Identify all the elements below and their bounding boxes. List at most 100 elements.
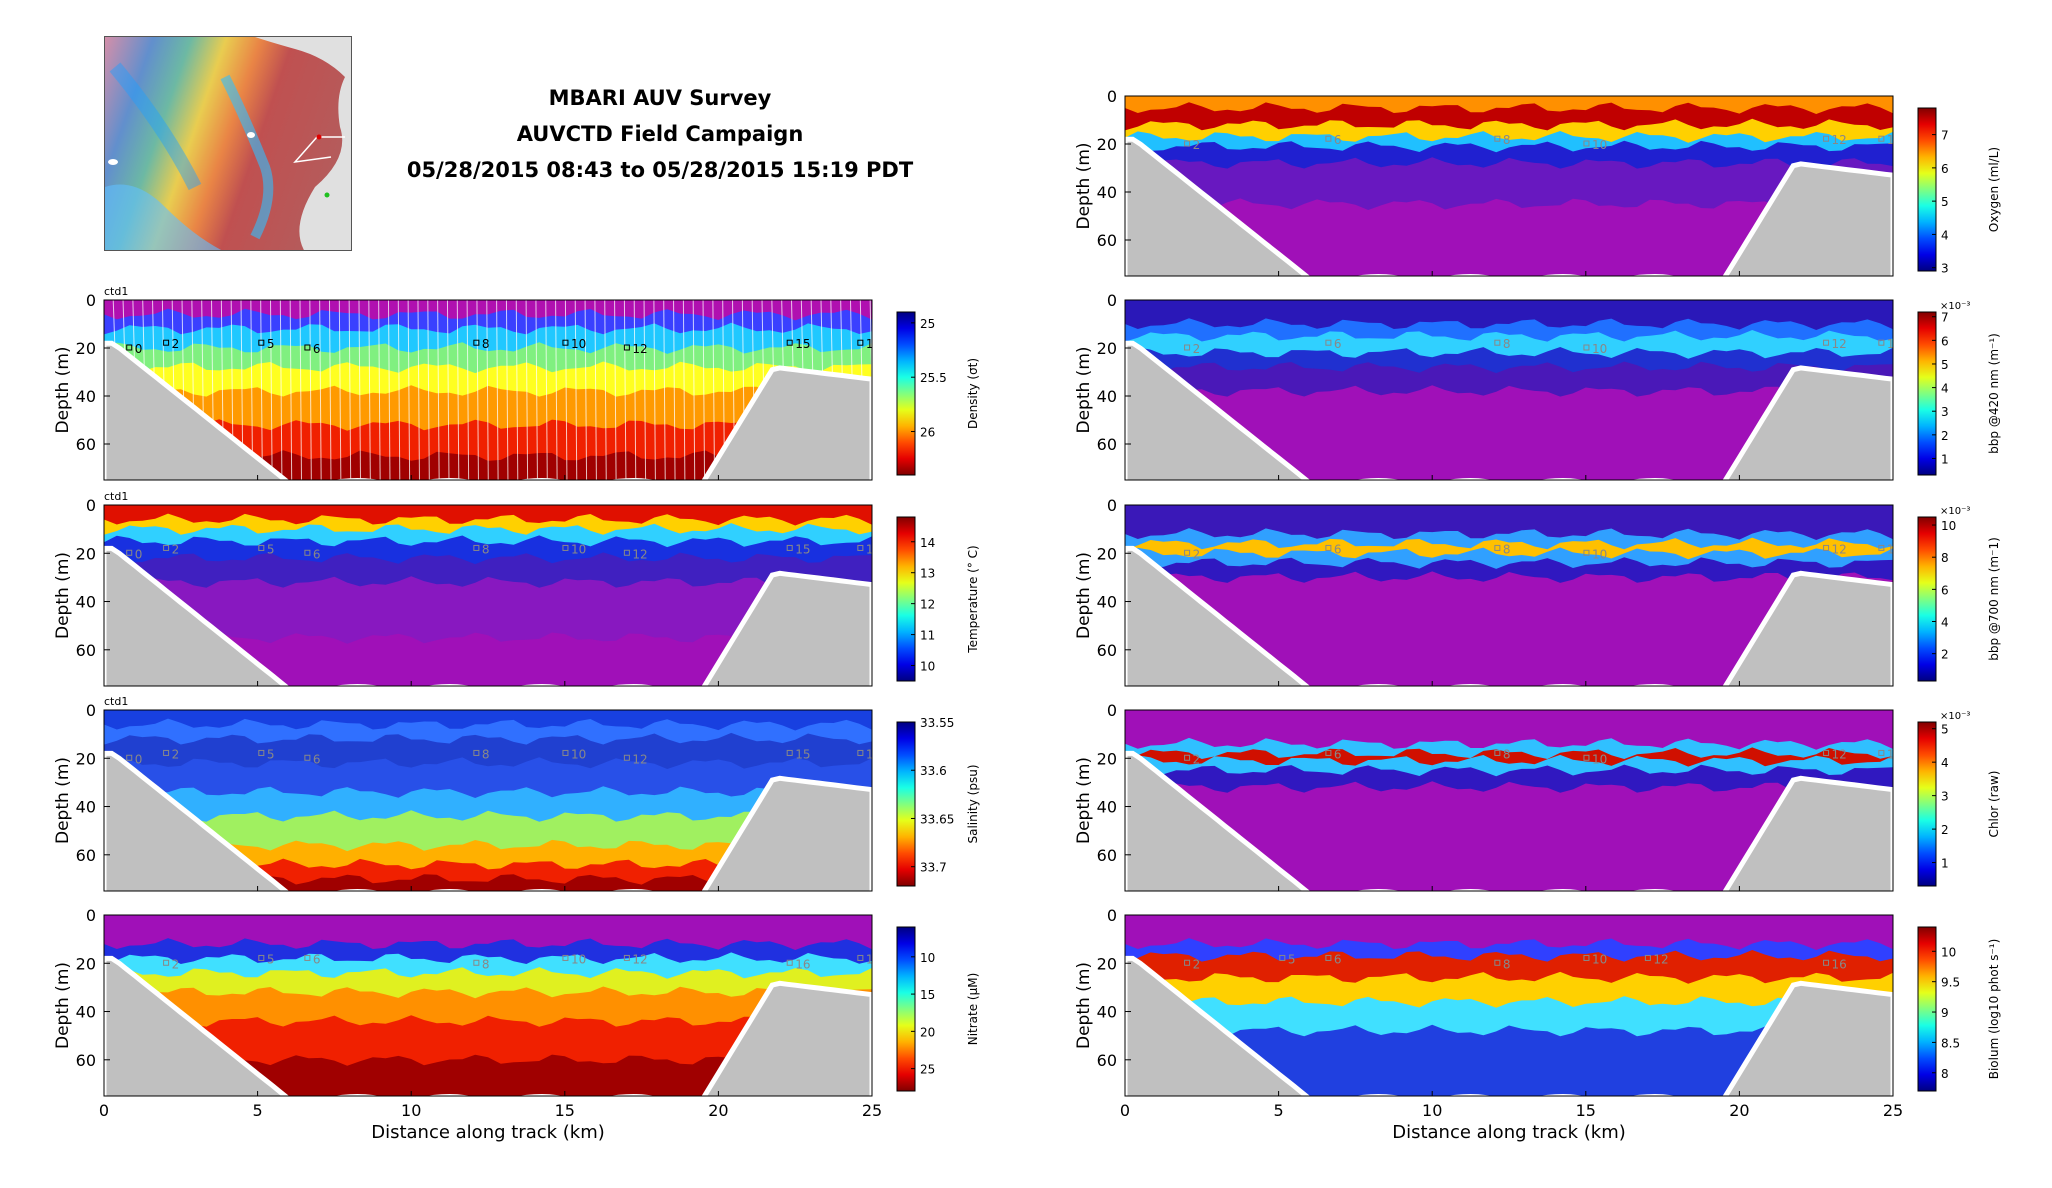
profile-marker (1583, 344, 1590, 351)
profile-track (289, 300, 293, 480)
section-field: 0 2 5 6 8 10 12 15 16 (104, 710, 872, 891)
ytick-label: 60 (1097, 846, 1117, 865)
ytick-label: 0 (1107, 496, 1117, 515)
colorbar-multiplier: ×10⁻³ (1940, 711, 1970, 722)
profile-marker (857, 339, 864, 346)
profile-marker-label: 8 (482, 957, 490, 971)
colorbar-tick-label: 8 (1941, 1067, 1949, 1081)
profile-track (132, 300, 135, 359)
bathymetry-map-icon (105, 37, 351, 250)
profile-marker (623, 954, 630, 961)
profile-track (112, 300, 116, 344)
ytick-label: 20 (1097, 749, 1117, 768)
profile-track (358, 300, 362, 480)
profile-marker-label: 2 (172, 542, 180, 556)
colorbar-tick-label: 25.5 (920, 371, 947, 385)
colorbar-tick-label: 2 (1941, 823, 1949, 837)
profile-marker-label: 16 (866, 542, 881, 556)
title-line-1: MBARI AUV Survey (548, 86, 772, 110)
ylabel: Depth (m) (53, 346, 73, 433)
ylabel: Depth (m) (53, 962, 73, 1049)
platform-label: ctd1 (104, 285, 128, 298)
profile-track (761, 300, 765, 387)
ylabel: Depth (m) (1074, 346, 1094, 433)
colorbar-tick-label: 33.7 (920, 861, 947, 875)
profile-marker-label: 10 (1592, 752, 1607, 766)
xtick-label: 5 (1274, 1101, 1284, 1120)
profile-marker (304, 549, 311, 556)
field-band (1125, 571, 1893, 686)
profile-marker-label: 12 (1832, 542, 1847, 556)
seafloor (104, 750, 872, 891)
profile-marker (1184, 140, 1191, 147)
profile-marker (163, 544, 170, 551)
profile-marker (623, 754, 630, 761)
ytick-label: 0 (1107, 87, 1117, 106)
plot-frame (1124, 299, 1894, 481)
section-field: 2 6 8 10 12 16 (1125, 710, 1902, 891)
profile-track (122, 300, 126, 352)
profile-track (771, 300, 774, 371)
profile-marker-label: 0 (135, 547, 143, 561)
profile-track (643, 300, 647, 480)
seafloor (1125, 750, 1893, 891)
profile-marker-label: 10 (1592, 952, 1607, 966)
plot-frame (1124, 95, 1894, 277)
profile-marker (1583, 754, 1590, 761)
profile-track (564, 300, 568, 480)
profile-track (142, 300, 145, 367)
profile-marker-label: 12 (1832, 133, 1847, 147)
profile-marker (857, 544, 864, 551)
colorbar-tick-label: 33.65 (920, 812, 954, 826)
xtick-label: 25 (1883, 1101, 1903, 1120)
ytick-label: 0 (86, 291, 96, 310)
profile-marker-label: 5 (267, 542, 275, 556)
profile-marker (1878, 544, 1885, 551)
profile-marker (126, 754, 133, 761)
profile-marker (623, 549, 630, 556)
plot-frame (1124, 914, 1894, 1097)
profile-marker-label: 2 (1193, 342, 1201, 356)
ytick-label: 20 (76, 954, 96, 973)
colorbar-tick-label: 12 (920, 598, 935, 612)
profile-marker (304, 954, 311, 961)
profile-track (574, 300, 578, 480)
colorbar-tick-label: 10 (1941, 945, 1956, 959)
xtick-label: 5 (253, 1101, 263, 1120)
ylabel: Depth (m) (53, 552, 73, 639)
profile-marker-label: 16 (1887, 747, 1902, 761)
colorbar-tick-label: 10 (920, 660, 935, 674)
ytick-label: 40 (76, 387, 96, 406)
profile-marker-label: 12 (1832, 337, 1847, 351)
colorbar-tick-label: 4 (1941, 228, 1949, 242)
xtick-label: 20 (708, 1101, 728, 1120)
profile-marker (1878, 135, 1885, 142)
profile-track (319, 300, 322, 480)
profile-marker-label: 12 (1653, 952, 1668, 966)
profile-track (663, 300, 666, 480)
ytick-label: 40 (76, 798, 96, 817)
profile-marker-label: 8 (1503, 337, 1511, 351)
profile-track (171, 300, 175, 391)
colorbar (896, 516, 916, 682)
colorbar-tick-label: 4 (1941, 756, 1949, 770)
ytick-label: 0 (86, 701, 96, 720)
profile-track (820, 300, 824, 373)
profile-track (830, 300, 833, 375)
profile-marker-label: 12 (632, 952, 647, 966)
xtick-label: 20 (1729, 1101, 1749, 1120)
ytick-label: 60 (76, 846, 96, 865)
colorbar-tick-label: 15 (920, 988, 935, 1002)
profile-marker (473, 959, 480, 966)
colorbar-tick-label: 2 (1941, 429, 1949, 443)
colorbar-tick-label: 8 (1941, 551, 1949, 565)
profile-marker-label: 2 (1193, 547, 1201, 561)
profile-track (496, 300, 499, 480)
seafloor (104, 955, 872, 1096)
profile-track (437, 300, 440, 480)
profile-track (181, 300, 185, 398)
ytick-label: 0 (1107, 701, 1117, 720)
profile-marker (562, 544, 569, 551)
